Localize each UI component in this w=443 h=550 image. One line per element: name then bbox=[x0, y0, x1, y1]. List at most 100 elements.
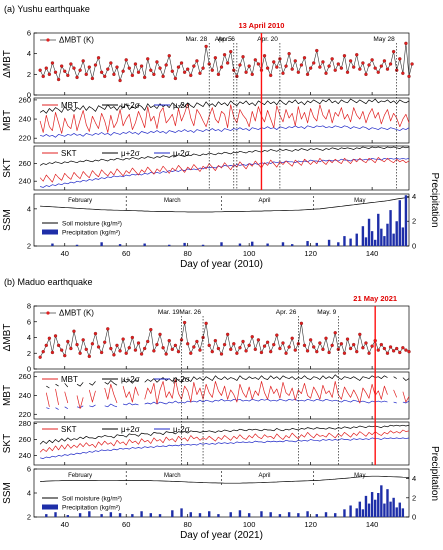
dmbt-point bbox=[342, 54, 347, 58]
dmbt-point bbox=[352, 342, 356, 347]
mbt-ytick-label: 240 bbox=[18, 391, 31, 400]
precip-bar bbox=[109, 512, 113, 517]
dmbt-point bbox=[305, 349, 310, 353]
dmbt-point bbox=[133, 348, 138, 352]
dmbt-point bbox=[315, 48, 319, 53]
dmbt-point bbox=[284, 64, 288, 68]
dmbt-point bbox=[164, 352, 168, 356]
precip-bar bbox=[269, 512, 272, 517]
precip-bar bbox=[260, 511, 263, 517]
skt-legend-text: μ+2σ bbox=[121, 149, 140, 158]
month-label: May bbox=[354, 198, 365, 204]
precip-ylabel: Precipitation bbox=[429, 446, 440, 501]
precip-bar bbox=[398, 502, 401, 517]
dmbt-point bbox=[93, 331, 98, 336]
precip-bar bbox=[75, 244, 79, 246]
dmbt-ytick-label: 6 bbox=[27, 317, 31, 326]
dmbt-point bbox=[342, 351, 347, 355]
dmbt-point bbox=[201, 66, 205, 70]
dmbt-point bbox=[170, 69, 174, 73]
xtick-label: 100 bbox=[243, 520, 256, 529]
precip-bar bbox=[180, 508, 183, 517]
dmbt-point bbox=[401, 71, 405, 75]
precip-ylabel: Precipitation bbox=[429, 172, 440, 227]
mbt-frame bbox=[33, 97, 410, 144]
dmbt-point bbox=[355, 53, 359, 57]
x-axis-title: Day of year (2010) bbox=[180, 259, 263, 270]
precip-bar bbox=[66, 515, 70, 517]
dmbt-point bbox=[170, 347, 174, 351]
dmbt-point bbox=[118, 349, 122, 353]
precip-bar bbox=[377, 493, 380, 517]
dmbt-frame bbox=[33, 32, 410, 96]
dmbt-point bbox=[345, 337, 350, 341]
dmbt-point bbox=[139, 352, 144, 356]
precip-bar bbox=[168, 244, 171, 246]
dmbt-point bbox=[115, 65, 119, 69]
mbt-ytick-label: 220 bbox=[18, 410, 31, 419]
precip-ytick-label: 0 bbox=[412, 513, 416, 522]
precip-bar bbox=[334, 513, 337, 517]
dmbt-point bbox=[238, 63, 242, 67]
dmbt-point bbox=[72, 329, 76, 333]
dmbt-point bbox=[385, 67, 390, 71]
precip-bar bbox=[370, 492, 374, 517]
dmbt-point bbox=[241, 55, 245, 59]
anomaly-label: Apr. 20 bbox=[257, 36, 278, 43]
skt-upper-line bbox=[39, 424, 410, 445]
ssm-ytick-label: 2 bbox=[27, 242, 31, 251]
dmbt-point bbox=[364, 341, 368, 345]
skt-frame bbox=[33, 421, 410, 466]
precip-bar bbox=[373, 499, 377, 517]
dmbt-point bbox=[87, 354, 91, 359]
dmbt-point bbox=[259, 350, 264, 355]
dmbt-ytick-label: 4 bbox=[27, 333, 31, 342]
dmbt-point bbox=[69, 346, 73, 351]
dmbt-point bbox=[195, 339, 199, 344]
precip-bar bbox=[266, 243, 269, 246]
dmbt-point bbox=[118, 78, 122, 83]
precip-bar bbox=[355, 233, 358, 246]
dmbt-point bbox=[121, 337, 125, 341]
dmbt-point bbox=[143, 346, 147, 351]
dmbt-point bbox=[60, 64, 64, 68]
dmbt-point bbox=[308, 66, 313, 70]
skt-legend-text: SKT bbox=[61, 425, 77, 434]
chart-maduo: (b) Maduo earthquake02468ΔMBT220240260MB… bbox=[2, 277, 440, 541]
dmbt-point bbox=[143, 75, 147, 80]
precip-bar bbox=[343, 509, 346, 517]
dmbt-point bbox=[219, 65, 224, 69]
dmbt-point bbox=[53, 334, 58, 338]
dmbt-point bbox=[250, 72, 254, 76]
dmbt-point bbox=[385, 351, 390, 355]
precip-bar bbox=[171, 510, 174, 517]
dmbt-point bbox=[312, 345, 316, 349]
precip-bar bbox=[401, 508, 405, 517]
xtick-label: 120 bbox=[304, 249, 317, 258]
precip-bar bbox=[251, 241, 254, 246]
dmbt-point bbox=[339, 342, 344, 346]
dmbt-point bbox=[167, 54, 171, 58]
ssm-ylabel: SSM bbox=[2, 209, 13, 231]
dmbt-point bbox=[250, 335, 254, 339]
xtick-label: 140 bbox=[366, 249, 379, 258]
dmbt-point bbox=[146, 57, 150, 61]
mbt-legend-text: MBT bbox=[61, 375, 78, 384]
precip-bar bbox=[349, 505, 352, 517]
dmbt-point bbox=[44, 66, 48, 70]
dmbt-point bbox=[404, 41, 408, 45]
soil-moisture-line bbox=[40, 475, 410, 484]
dmbt-point bbox=[391, 349, 396, 353]
precip-bar bbox=[355, 508, 358, 517]
precip-bar bbox=[78, 513, 82, 517]
precip-bar bbox=[140, 511, 143, 517]
dmbt-point bbox=[210, 68, 214, 72]
chart-yushu: (a) Yushu earthquake0246ΔMBT220240260MBT… bbox=[2, 4, 440, 270]
dmbt-point bbox=[38, 68, 42, 72]
dmbt-point bbox=[305, 72, 310, 76]
precip-bar bbox=[315, 514, 318, 517]
xtick-label: 140 bbox=[366, 520, 379, 529]
ssm-ylabel: SSM bbox=[2, 482, 13, 504]
mbt-upper-line bbox=[46, 374, 410, 389]
anomaly-label: Apr. 5 bbox=[215, 36, 232, 43]
